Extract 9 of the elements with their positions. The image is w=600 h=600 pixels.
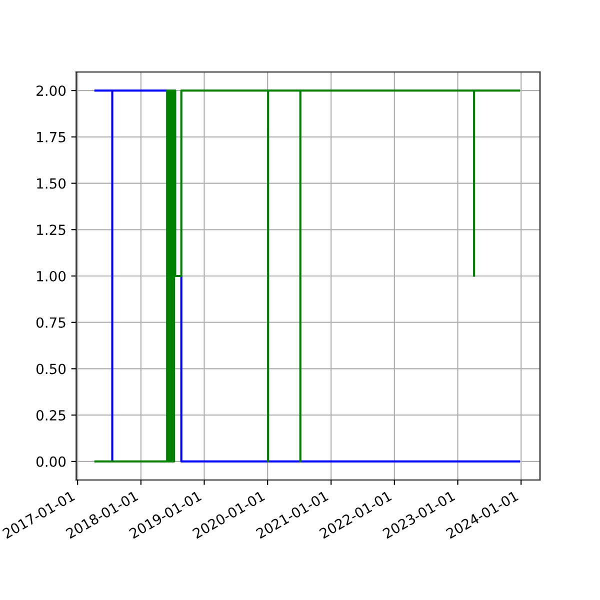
y-tick-label: 1.25 (37, 224, 66, 236)
y-tick-label: 1.75 (37, 132, 66, 142)
y-tick-label: 0.00 (36, 456, 66, 467)
y-tick-label: 1.50 (37, 178, 66, 189)
y-tick-label: 1.00 (37, 270, 66, 282)
y-tick-label: 2.00 (36, 86, 66, 96)
y-tick-label: 0.25 (36, 410, 66, 421)
y-tick-label: 0.75 (36, 317, 66, 328)
y-tick-label: 0.50 (36, 364, 66, 374)
